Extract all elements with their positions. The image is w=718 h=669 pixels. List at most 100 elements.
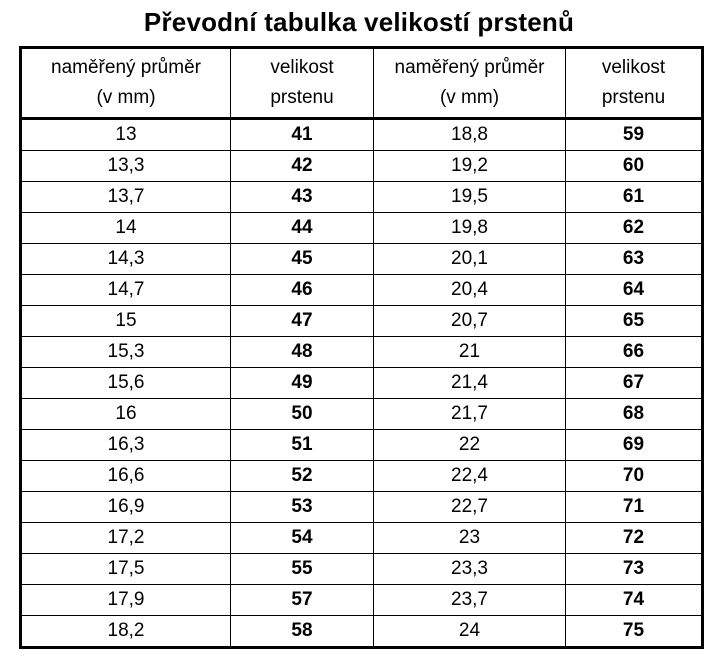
table-row: 13 41 18,8 59 [20, 118, 703, 151]
size-cell: 63 [565, 243, 703, 275]
diameter-cell: 13 [20, 118, 231, 151]
diameter-cell: 15 [20, 305, 231, 337]
diameter-cell: 22 [373, 429, 566, 461]
diameter-cell: 17,2 [20, 522, 231, 554]
diameter-cell: 21,4 [373, 367, 566, 399]
size-cell: 66 [565, 336, 703, 368]
header-diameter-right: naměřený průměr (v mm) [373, 47, 566, 120]
size-cell: 62 [565, 212, 703, 244]
size-cell: 69 [565, 429, 703, 461]
size-cell: 61 [565, 181, 703, 213]
diameter-cell: 16,3 [20, 429, 231, 461]
table-row: 15,6 49 21,4 67 [20, 367, 703, 399]
page-title: Převodní tabulka velikostí prstenů [143, 7, 575, 37]
size-cell: 52 [230, 460, 374, 492]
table-row: 16,6 52 22,4 70 [20, 460, 703, 492]
diameter-cell: 21,7 [373, 398, 566, 430]
size-cell: 47 [230, 305, 374, 337]
diameter-cell: 19,5 [373, 181, 566, 213]
table-row: 17,9 57 23,7 74 [20, 584, 703, 616]
header-diameter-label: naměřený průměr [51, 57, 201, 78]
header-row: naměřený průměr (v mm) velikost prstenu … [20, 47, 703, 120]
diameter-cell: 18,8 [373, 118, 566, 151]
size-cell: 60 [565, 150, 703, 182]
diameter-cell: 20,7 [373, 305, 566, 337]
diameter-cell: 14,3 [20, 243, 231, 275]
size-cell: 54 [230, 522, 374, 554]
header-size-label-2: prstenu [601, 87, 666, 108]
diameter-cell: 20,1 [373, 243, 566, 275]
table-row: 17,5 55 23,3 73 [20, 553, 703, 585]
size-cell: 57 [230, 584, 374, 616]
diameter-cell: 18,2 [20, 615, 231, 648]
header-diameter-unit: (v mm) [96, 87, 156, 108]
size-cell: 59 [565, 118, 703, 151]
size-cell: 45 [230, 243, 374, 275]
header-size-label: velikost [601, 57, 666, 78]
ring-size-table: naměřený průměr (v mm) velikost prstenu … [19, 46, 704, 649]
table-row: 13,7 43 19,5 61 [20, 181, 703, 213]
diameter-cell: 24 [373, 615, 566, 648]
table-row: 16,9 53 22,7 71 [20, 491, 703, 523]
size-cell: 44 [230, 212, 374, 244]
size-cell: 58 [230, 615, 374, 648]
size-cell: 49 [230, 367, 374, 399]
diameter-cell: 23 [373, 522, 566, 554]
header-diameter-label: naměřený průměr [394, 57, 545, 78]
header-size-label-2: prstenu [270, 87, 334, 108]
table-row: 15 47 20,7 65 [20, 305, 703, 337]
size-cell: 55 [230, 553, 374, 585]
diameter-cell: 13,7 [20, 181, 231, 213]
table-body: 13 41 18,8 59 13,3 42 19,2 60 13,7 43 19,5 61 14 44 19… [20, 118, 703, 648]
size-cell: 65 [565, 305, 703, 337]
size-cell: 42 [230, 150, 374, 182]
table-row: 13,3 42 19,2 60 [20, 150, 703, 182]
diameter-cell: 23,3 [373, 553, 566, 585]
diameter-cell: 16,9 [20, 491, 231, 523]
table-row: 14 44 19,8 62 [20, 212, 703, 244]
diameter-cell: 15,6 [20, 367, 231, 399]
size-cell: 71 [565, 491, 703, 523]
size-cell: 68 [565, 398, 703, 430]
table-row: 16 50 21,7 68 [20, 398, 703, 430]
diameter-cell: 14 [20, 212, 231, 244]
size-cell: 51 [230, 429, 374, 461]
table-row: 14,3 45 20,1 63 [20, 243, 703, 275]
diameter-cell: 22,7 [373, 491, 566, 523]
diameter-cell: 20,4 [373, 274, 566, 306]
size-cell: 64 [565, 274, 703, 306]
header-size-left: velikost prstenu [230, 47, 374, 120]
size-cell: 72 [565, 522, 703, 554]
diameter-cell: 13,3 [20, 150, 231, 182]
size-cell: 41 [230, 118, 374, 151]
diameter-cell: 22,4 [373, 460, 566, 492]
table-row: 18,2 58 24 75 [20, 615, 703, 648]
diameter-cell: 17,5 [20, 553, 231, 585]
size-cell: 50 [230, 398, 374, 430]
size-cell: 46 [230, 274, 374, 306]
header-size-right: velikost prstenu [565, 47, 703, 120]
table-row: 16,3 51 22 69 [20, 429, 703, 461]
header-size-label: velikost [270, 57, 334, 78]
diameter-cell: 19,8 [373, 212, 566, 244]
diameter-cell: 23,7 [373, 584, 566, 616]
size-cell: 67 [565, 367, 703, 399]
diameter-cell: 16 [20, 398, 231, 430]
diameter-cell: 16,6 [20, 460, 231, 492]
size-cell: 43 [230, 181, 374, 213]
diameter-cell: 17,9 [20, 584, 231, 616]
size-cell: 74 [565, 584, 703, 616]
diameter-cell: 21 [373, 336, 566, 368]
header-diameter-unit: (v mm) [439, 87, 500, 108]
diameter-cell: 19,2 [373, 150, 566, 182]
table-row: 14,7 46 20,4 64 [20, 274, 703, 306]
header-diameter-left: naměřený průměr (v mm) [20, 47, 231, 120]
size-cell: 48 [230, 336, 374, 368]
diameter-cell: 14,7 [20, 274, 231, 306]
size-cell: 75 [565, 615, 703, 648]
table-row: 15,3 48 21 66 [20, 336, 703, 368]
size-cell: 53 [230, 491, 374, 523]
table-row: 17,2 54 23 72 [20, 522, 703, 554]
diameter-cell: 15,3 [20, 336, 231, 368]
